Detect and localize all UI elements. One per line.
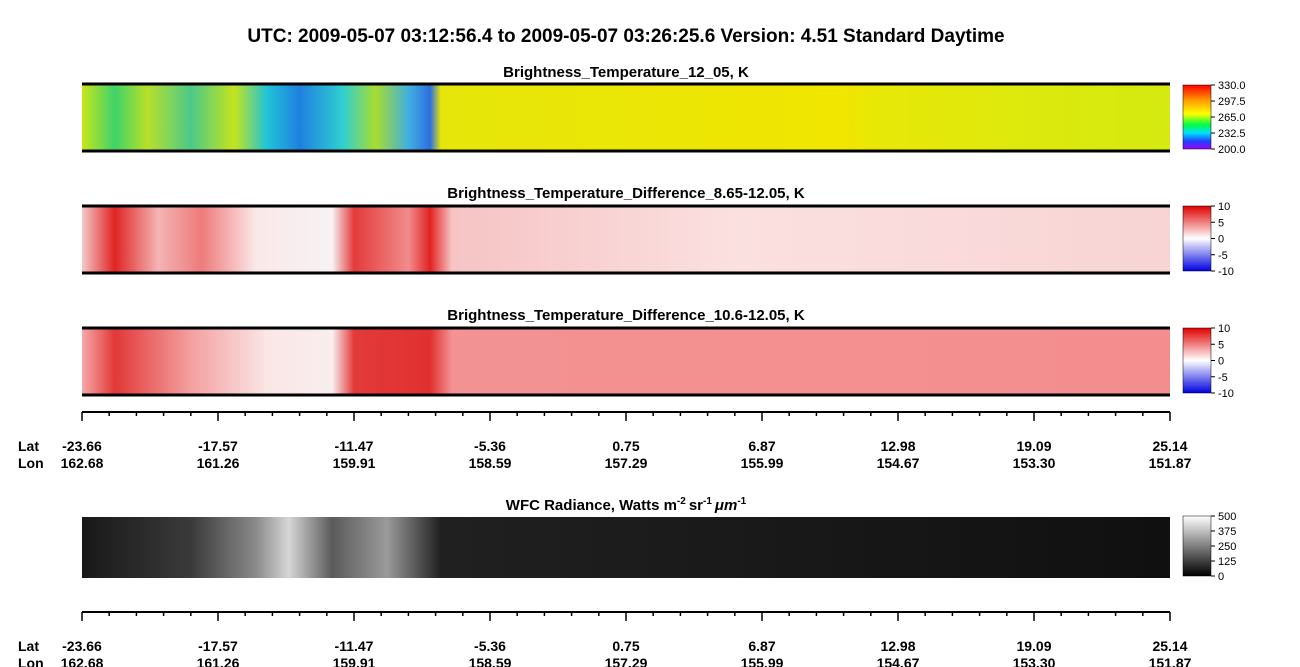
lon-label: 159.91 bbox=[333, 455, 376, 471]
title-part: -1 bbox=[703, 496, 712, 507]
title-part: μm bbox=[714, 497, 737, 514]
lat-label: -5.36 bbox=[474, 638, 506, 654]
lat-label: 6.87 bbox=[748, 438, 775, 454]
axis-name: Lat bbox=[18, 438, 39, 454]
colorbar-label: 0 bbox=[1218, 234, 1224, 246]
colorbar-label: -10 bbox=[1218, 266, 1234, 278]
lat-label: 25.14 bbox=[1152, 438, 1187, 454]
title-part: -1 bbox=[737, 496, 746, 507]
axis-name: Lon bbox=[18, 655, 44, 667]
lat-label: -17.57 bbox=[198, 638, 238, 654]
images bbox=[82, 82, 1212, 578]
colorbar-label: 375 bbox=[1218, 526, 1236, 538]
colorbar-label: 232.5 bbox=[1218, 128, 1246, 140]
axis-name: Lon bbox=[18, 455, 44, 471]
lat-label: -17.57 bbox=[198, 438, 238, 454]
lat-label: 0.75 bbox=[612, 438, 639, 454]
colorbar-label: 5 bbox=[1218, 217, 1224, 229]
lon-label: 159.91 bbox=[333, 655, 376, 667]
edges bbox=[82, 82, 1170, 397]
lon-label: 157.29 bbox=[605, 655, 648, 667]
lat-label: 6.87 bbox=[748, 638, 775, 654]
colorbar-label: 200.0 bbox=[1218, 144, 1246, 156]
lon-label: 155.99 bbox=[741, 655, 784, 667]
lat-label: -11.47 bbox=[335, 438, 374, 454]
colorbar-label: 330.0 bbox=[1218, 80, 1246, 92]
title-part: WFC Radiance, Watts m bbox=[506, 497, 677, 514]
heatmap bbox=[82, 328, 1170, 395]
colorbar-label: 265.0 bbox=[1218, 112, 1246, 124]
lon-label: 161.26 bbox=[197, 455, 240, 471]
heatmap bbox=[82, 517, 1170, 578]
colorbar-label: 0 bbox=[1218, 571, 1224, 583]
colorbar-label: 5 bbox=[1218, 339, 1224, 351]
colorbar bbox=[1182, 84, 1212, 150]
lat-label: 12.98 bbox=[880, 438, 915, 454]
colorbar-label: -10 bbox=[1218, 388, 1234, 400]
colorbar-label: 125 bbox=[1218, 556, 1236, 568]
lon-label: 155.99 bbox=[741, 455, 784, 471]
panel-title: Brightness_Temperature_Difference_8.65-1… bbox=[447, 185, 805, 202]
lon-label: 162.68 bbox=[61, 655, 104, 667]
lon-label: 151.87 bbox=[1149, 655, 1192, 667]
axis-name: Lat bbox=[18, 638, 39, 654]
colorbar-label: 250 bbox=[1218, 541, 1236, 553]
title-part: sr bbox=[689, 497, 703, 514]
lat-label: 25.14 bbox=[1152, 638, 1187, 654]
title-part: -2 bbox=[677, 496, 686, 507]
colorbar-label: 10 bbox=[1218, 201, 1230, 213]
heatmap bbox=[82, 206, 1170, 273]
panel-title: WFC Radiance, Watts m-2 sr-1 μm-1 bbox=[506, 496, 747, 514]
lon-label: 151.87 bbox=[1149, 455, 1192, 471]
panel-title: Brightness_Temperature_12_05, K bbox=[503, 64, 749, 81]
colorbar-label: 0 bbox=[1218, 356, 1224, 368]
lat-label: 0.75 bbox=[612, 638, 639, 654]
panel-title: Brightness_Temperature_Difference_10.6-1… bbox=[447, 307, 805, 324]
heatmap bbox=[82, 84, 1170, 151]
lon-label: 162.68 bbox=[61, 455, 104, 471]
lon-label: 158.59 bbox=[469, 455, 512, 471]
lat-label: 19.09 bbox=[1016, 638, 1051, 654]
lon-label: 161.26 bbox=[197, 655, 240, 667]
lat-label: 19.09 bbox=[1016, 438, 1051, 454]
lat-label: -11.47 bbox=[335, 638, 374, 654]
colorbar bbox=[1182, 327, 1212, 394]
colorbar bbox=[1182, 515, 1212, 577]
lon-label: 153.30 bbox=[1013, 455, 1056, 471]
lat-label: -23.66 bbox=[62, 438, 102, 454]
colorbar-label: 297.5 bbox=[1218, 96, 1246, 108]
lon-label: 154.67 bbox=[877, 655, 920, 667]
colorbar-label: -5 bbox=[1218, 372, 1228, 384]
colorbar-label: 10 bbox=[1218, 323, 1230, 335]
lon-label: 154.67 bbox=[877, 455, 920, 471]
colorbar bbox=[1182, 205, 1212, 272]
page-title: UTC: 2009-05-07 03:12:56.4 to 2009-05-07… bbox=[247, 26, 1004, 47]
lat-label: 12.98 bbox=[880, 638, 915, 654]
lon-label: 157.29 bbox=[605, 455, 648, 471]
lat-label: -5.36 bbox=[474, 438, 506, 454]
colorbar-label: -5 bbox=[1218, 250, 1228, 262]
colorbar-label: 500 bbox=[1218, 511, 1236, 523]
lon-label: 158.59 bbox=[469, 655, 512, 667]
lat-label: -23.66 bbox=[62, 638, 102, 654]
lon-label: 153.30 bbox=[1013, 655, 1056, 667]
